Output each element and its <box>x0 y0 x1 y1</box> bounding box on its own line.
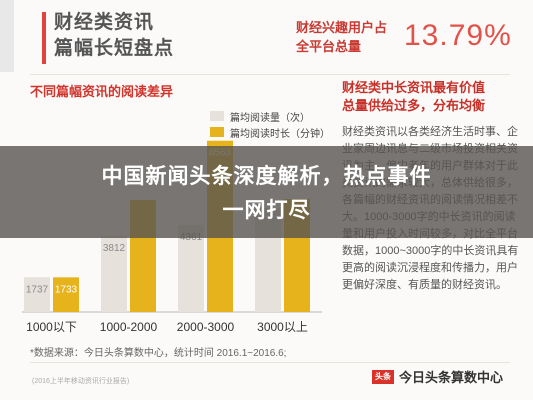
headline-overlay <box>0 146 533 238</box>
data-label-duration-0: 1733 <box>55 284 78 295</box>
page-title: 财经类资讯 篇幅长短盘点 <box>54 10 174 62</box>
brand-logo-badge: 头条 <box>372 369 394 384</box>
kpi-label: 财经兴趣用户占 全平台总量 <box>296 18 387 56</box>
data-label-reads-0: 1737 <box>26 284 49 295</box>
kpi-value: 13.79% <box>404 19 512 52</box>
footer-brand: 头条 今日头条算数中心 <box>372 367 503 386</box>
legend-label-duration: 篇均阅读时长（分钟） <box>230 128 330 140</box>
headline-line1: 中国新闻头条深度解析，热点事件 <box>101 165 432 188</box>
page-title-line1: 财经类资讯 <box>54 12 155 33</box>
headline-text[interactable]: 中国新闻头条深度解析，热点事件 一网打尽 <box>0 160 533 228</box>
chart-legend: 篇均阅读量（次） 篇均阅读时长（分钟） <box>210 108 330 140</box>
bar-duration-0 <box>53 277 79 312</box>
category-label-1: 1000-2000 <box>100 320 158 334</box>
category-label-3: 3000以上 <box>257 320 308 334</box>
legend-label-reads: 篇均阅读量（次） <box>230 112 310 124</box>
insight-title: 财经类中长资讯最有价值 总量供给过多，分布均衡 <box>342 79 522 115</box>
legend-item-duration: 篇均阅读时长（分钟） <box>210 124 330 140</box>
legend-item-reads: 篇均阅读量（次） <box>210 108 330 124</box>
category-label-2: 2000-3000 <box>177 320 235 334</box>
footer-divider <box>30 362 510 363</box>
decorative-stripe <box>0 0 14 72</box>
data-source-note: *数据来源：今日头条算数中心，统计时间 2016.1~2016.6; <box>30 348 287 359</box>
legend-swatch-duration <box>210 127 224 137</box>
bar-reads-0 <box>24 277 50 312</box>
insight-title-line2: 总量供给过多，分布均衡 <box>342 98 486 113</box>
page-title-line2: 篇幅长短盘点 <box>54 38 175 59</box>
footer-report-name: (2016上半年移动资讯行业报告) <box>32 378 130 385</box>
data-label-reads-1: 3812 <box>103 243 126 254</box>
headline-line2: 一网打尽 <box>222 199 311 222</box>
insight-title-line1: 财经类中长资讯最有价值 <box>342 80 486 95</box>
category-label-0: 1000以下 <box>26 320 77 334</box>
title-accent-bar <box>42 12 46 64</box>
kpi-label-line1: 财经兴趣用户占 <box>296 20 388 35</box>
brand-name: 今日头条算数中心 <box>399 370 504 385</box>
bar-reads-1 <box>101 235 127 312</box>
chart-title: 不同篇幅资讯的阅读差异 <box>30 84 174 99</box>
bar-reads-2 <box>178 224 204 312</box>
header-divider <box>30 74 510 75</box>
legend-swatch-reads <box>210 111 224 121</box>
kpi-label-line2: 全平台总量 <box>296 39 362 54</box>
